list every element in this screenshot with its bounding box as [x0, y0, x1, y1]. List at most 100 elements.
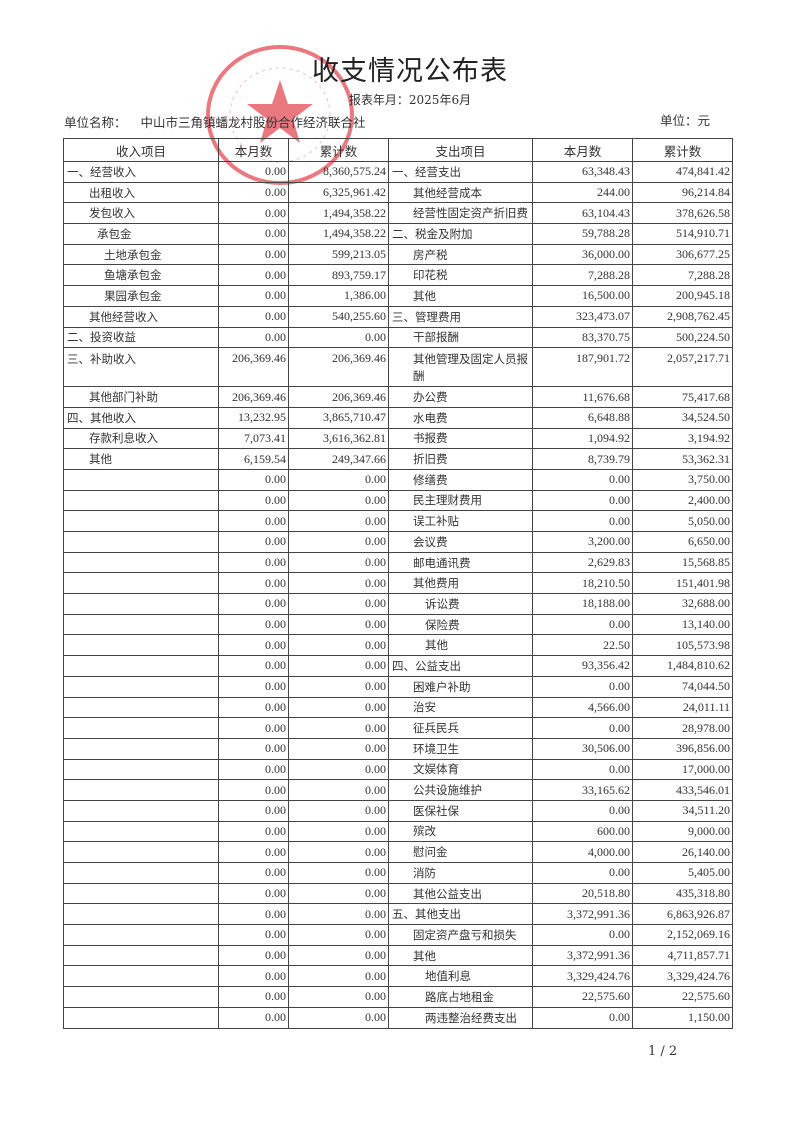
expense-item-label: 误工补贴	[388, 510, 533, 532]
expense-cumulative-value: 74,044.50	[632, 675, 733, 698]
expense-cumulative-value: 3,750.00	[632, 468, 733, 491]
income-item-label	[63, 489, 219, 512]
expense-cumulative-value: 34,511.20	[632, 799, 733, 822]
header-income-cumulative: 累计数	[288, 138, 389, 162]
expense-cumulative-value: 53,362.31	[632, 448, 733, 470]
income-item-label	[63, 986, 219, 1008]
income-item-label: 果园承包金	[63, 285, 219, 307]
income-cumulative-value: 0.00	[288, 717, 389, 739]
expense-cumulative-value: 13,140.00	[632, 613, 733, 636]
income-cumulative-value: 3,865,710.47	[288, 406, 389, 429]
expense-month-value: 244.00	[532, 181, 633, 204]
table-row: 0.00 0.00 四、公益支出 93,356.42 1,484,810.62	[63, 655, 733, 677]
expense-cumulative-value: 474,841.42	[632, 161, 733, 183]
expense-month-value: 600.00	[532, 820, 633, 843]
expense-item-label: 其他经营成本	[388, 181, 533, 204]
expense-item-label: 殡改	[388, 820, 533, 843]
table-row: 0.00 0.00 环境卫生 30,506.00 396,856.00	[63, 737, 733, 760]
expense-cumulative-value: 96,214.84	[632, 181, 733, 204]
expense-item-label: 经营性固定资产折旧费	[388, 202, 533, 225]
table-row: 0.00 0.00 地值利息 3,329,424.76 3,329,424.76	[63, 965, 733, 988]
income-item-label	[63, 696, 219, 719]
income-month-value: 0.00	[218, 696, 289, 719]
expense-cumulative-value: 500,224.50	[632, 326, 733, 349]
expense-cumulative-value: 2,400.00	[632, 489, 733, 512]
table-row: 三、补助收入 206,369.46 206,369.46 其他管理及固定人员报酬 187…	[63, 347, 733, 388]
income-item-label	[63, 903, 219, 926]
table-row: 承包金 0.00 1,494,358.22 二、税金及附加 59,788.28 514,9…	[63, 223, 733, 245]
expense-month-value: 18,210.50	[532, 572, 633, 595]
income-month-value: 0.00	[218, 326, 289, 349]
expense-month-value: 0.00	[532, 468, 633, 491]
expense-cumulative-value: 306,677.25	[632, 243, 733, 266]
income-month-value: 0.00	[218, 264, 289, 287]
income-month-value: 0.00	[218, 305, 289, 328]
expense-item-label: 书报费	[388, 427, 533, 450]
income-month-value: 6,159.54	[218, 448, 289, 470]
expense-item-label: 五、其他支出	[388, 903, 533, 926]
income-month-value: 206,369.46	[218, 386, 289, 408]
unit-name-line: 单位名称： 中山市三角镇蟠龙村股份合作经济联合社	[64, 115, 366, 131]
income-month-value: 0.00	[218, 531, 289, 553]
income-item-label: 发包收入	[63, 202, 219, 225]
expense-item-label: 治安	[388, 696, 533, 719]
expense-cumulative-value: 24,011.11	[632, 696, 733, 719]
income-month-value: 0.00	[218, 717, 289, 739]
income-expense-table: 收入项目 本月数 累计数 支出项目 本月数 累计数 一、经营收入 0.00 8,36…	[63, 138, 733, 1029]
income-item-label	[63, 924, 219, 946]
income-month-value: 0.00	[218, 613, 289, 636]
income-item-label: 一、经营收入	[63, 161, 219, 183]
expense-cumulative-value: 200,945.18	[632, 285, 733, 307]
expense-cumulative-value: 15,568.85	[632, 551, 733, 574]
expense-cumulative-value: 396,856.00	[632, 737, 733, 760]
expense-item-label: 三、管理费用	[388, 305, 533, 328]
expense-cumulative-value: 9,000.00	[632, 820, 733, 843]
income-month-value: 0.00	[218, 944, 289, 967]
expense-month-value: 0.00	[532, 1006, 633, 1029]
table-row: 0.00 0.00 民主理财费用 0.00 2,400.00	[63, 489, 733, 512]
expense-month-value: 3,200.00	[532, 531, 633, 553]
income-cumulative-value: 0.00	[288, 944, 389, 967]
income-cumulative-value: 0.00	[288, 468, 389, 491]
income-item-label: 三、补助收入	[63, 347, 219, 388]
income-item-label	[63, 655, 219, 677]
expense-item-label: 其他	[388, 285, 533, 307]
income-item-label	[63, 820, 219, 843]
income-item-label: 其他经营收入	[63, 305, 219, 328]
expense-cumulative-value: 6,863,926.87	[632, 903, 733, 926]
table-row: 二、投资收益 0.00 0.00 干部报酬 83,370.75 500,224.50	[63, 326, 733, 349]
expense-cumulative-value: 17,000.00	[632, 758, 733, 781]
income-item-label	[63, 779, 219, 801]
income-cumulative-value: 0.00	[288, 924, 389, 946]
expense-cumulative-value: 34,524.50	[632, 406, 733, 429]
income-month-value: 0.00	[218, 510, 289, 532]
income-item-label	[63, 613, 219, 636]
income-cumulative-value: 0.00	[288, 965, 389, 988]
expense-cumulative-value: 75,417.68	[632, 386, 733, 408]
expense-cumulative-value: 26,140.00	[632, 841, 733, 863]
table-row: 0.00 0.00 两违整治经费支出 0.00 1,150.00	[63, 1006, 733, 1029]
expense-item-label: 会议费	[388, 531, 533, 553]
income-month-value: 0.00	[218, 1006, 289, 1029]
table-row: 0.00 0.00 诉讼费 18,188.00 32,688.00	[63, 593, 733, 615]
expense-month-value: 16,500.00	[532, 285, 633, 307]
expense-month-value: 11,676.68	[532, 386, 633, 408]
expense-month-value: 4,000.00	[532, 841, 633, 863]
expense-item-label: 固定资产盘亏和损失	[388, 924, 533, 946]
expense-month-value: 22.50	[532, 634, 633, 657]
income-cumulative-value: 0.00	[288, 634, 389, 657]
expense-month-value: 22,575.60	[532, 986, 633, 1008]
income-item-label: 其他	[63, 448, 219, 470]
expense-item-label: 公共设施维护	[388, 779, 533, 801]
table-row: 0.00 0.00 治安 4,566.00 24,011.11	[63, 696, 733, 719]
expense-item-label: 折旧费	[388, 448, 533, 470]
table-row: 0.00 0.00 其他费用 18,210.50 151,401.98	[63, 572, 733, 595]
income-cumulative-value: 3,616,362.81	[288, 427, 389, 450]
income-item-label: 承包金	[63, 223, 219, 245]
table-row: 0.00 0.00 公共设施维护 33,165.62 433,546.01	[63, 779, 733, 801]
income-month-value: 7,073.41	[218, 427, 289, 450]
expense-month-value: 18,188.00	[532, 593, 633, 615]
income-cumulative-value: 0.00	[288, 551, 389, 574]
expense-item-label: 四、公益支出	[388, 655, 533, 677]
table-row: 0.00 0.00 路底占地租金 22,575.60 22,575.60	[63, 986, 733, 1008]
